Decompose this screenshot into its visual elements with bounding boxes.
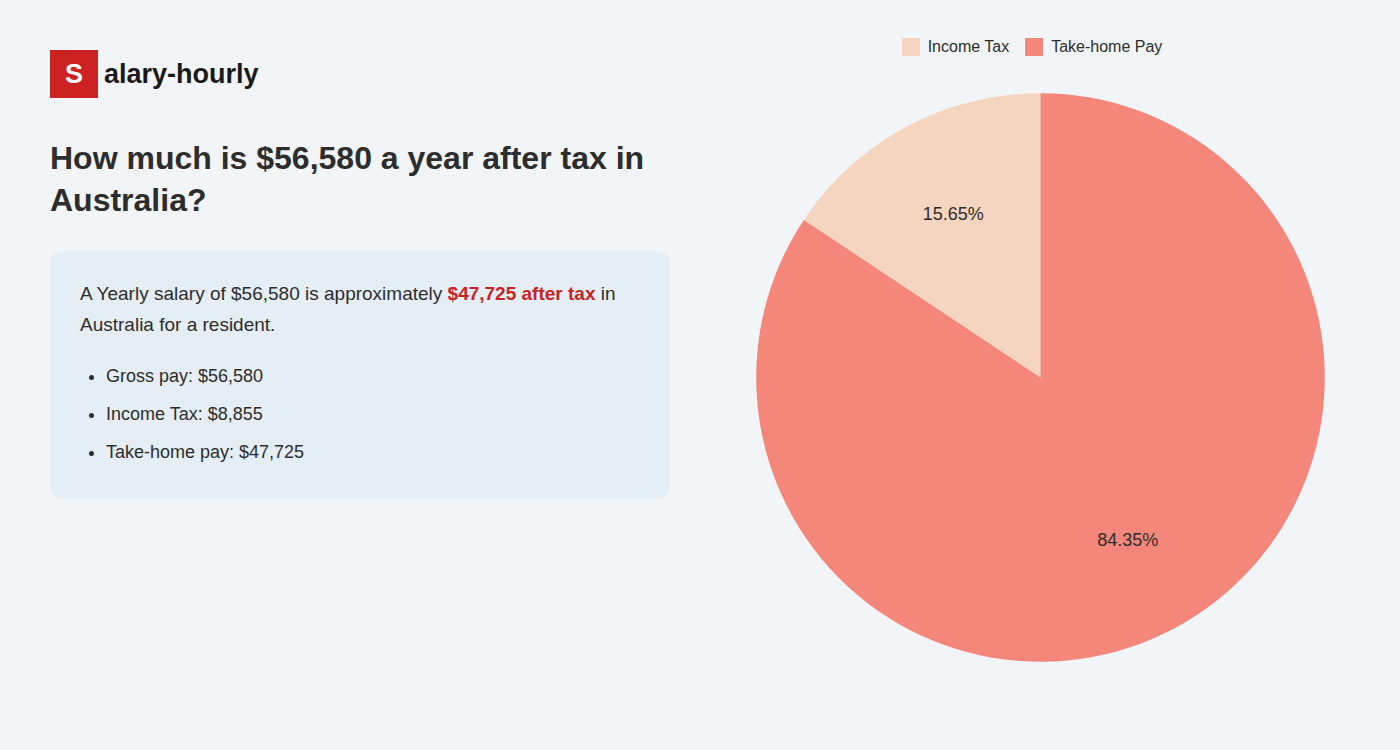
html-text:How much is $56,580 a year aft: How much is $56,580 a year after tax in … xyxy=(50,140,645,218)
html-text:Income Tax: Income Tax xyxy=(927,37,1010,55)
html-text:Income Tax: $8,855: Income Tax: $8,855 xyxy=(106,403,263,424)
svg-text:15.65%: 15.65% xyxy=(923,204,984,224)
html-text:S: S xyxy=(65,58,83,89)
html-text:Australia for a resident.: Australia for a resident. xyxy=(80,313,276,335)
svg-text:84.35%: 84.35% xyxy=(1097,530,1158,550)
html-text:Take-home Pay: Take-home Pay xyxy=(1051,37,1163,55)
html-text:alary-hourly: alary-hourly xyxy=(104,58,259,89)
html-text:Gross pay: $56,580: Gross pay: $56,580 xyxy=(106,366,264,386)
html-text:A Yearly salary of $56,580 is: A Yearly salary of $56,580 is approximat… xyxy=(80,283,616,305)
html-text:Take-home pay: $47,725: Take-home pay: $47,725 xyxy=(106,441,305,462)
